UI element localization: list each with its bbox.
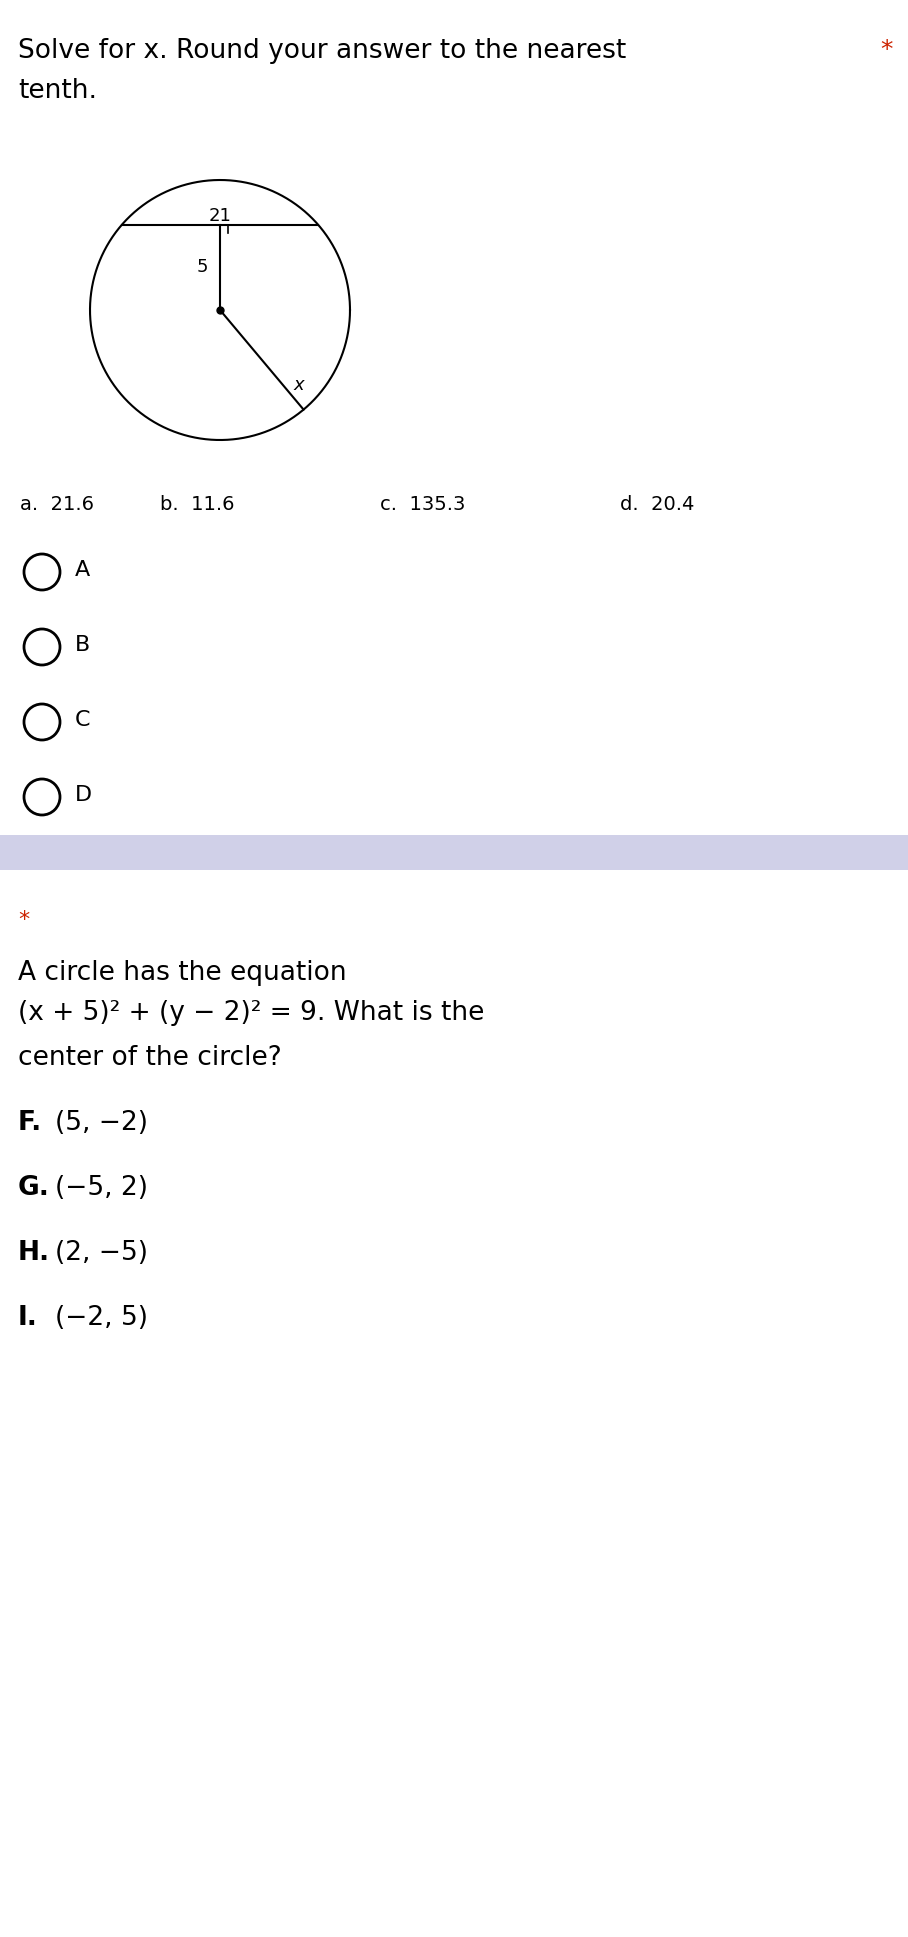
Text: (5, −2): (5, −2) [55, 1110, 148, 1135]
Text: I.: I. [18, 1306, 38, 1331]
Text: d.  20.4: d. 20.4 [620, 496, 695, 513]
Text: D: D [75, 784, 92, 806]
Text: (−2, 5): (−2, 5) [55, 1306, 148, 1331]
Text: b.  11.6: b. 11.6 [160, 496, 234, 513]
Text: *: * [880, 39, 893, 62]
Text: H.: H. [18, 1240, 50, 1267]
Text: a.  21.6: a. 21.6 [20, 496, 94, 513]
Text: x: x [293, 376, 304, 393]
Text: (x + 5)² + (y − 2)² = 9. What is the: (x + 5)² + (y − 2)² = 9. What is the [18, 999, 484, 1027]
Text: Solve for x. Round your answer to the nearest: Solve for x. Round your answer to the ne… [18, 39, 627, 64]
Text: 5: 5 [196, 258, 208, 277]
Text: center of the circle?: center of the circle? [18, 1044, 281, 1071]
Text: A circle has the equation: A circle has the equation [18, 961, 347, 986]
Text: B: B [75, 635, 90, 655]
Text: c.  135.3: c. 135.3 [380, 496, 466, 513]
FancyBboxPatch shape [0, 835, 908, 870]
Text: F.: F. [18, 1110, 43, 1135]
Text: (−5, 2): (−5, 2) [55, 1176, 148, 1201]
Text: 21: 21 [209, 207, 232, 225]
Text: *: * [18, 910, 29, 930]
Text: tenth.: tenth. [18, 77, 97, 105]
Text: (2, −5): (2, −5) [55, 1240, 148, 1267]
Text: A: A [75, 560, 90, 579]
Text: C: C [75, 711, 91, 730]
Text: G.: G. [18, 1176, 50, 1201]
